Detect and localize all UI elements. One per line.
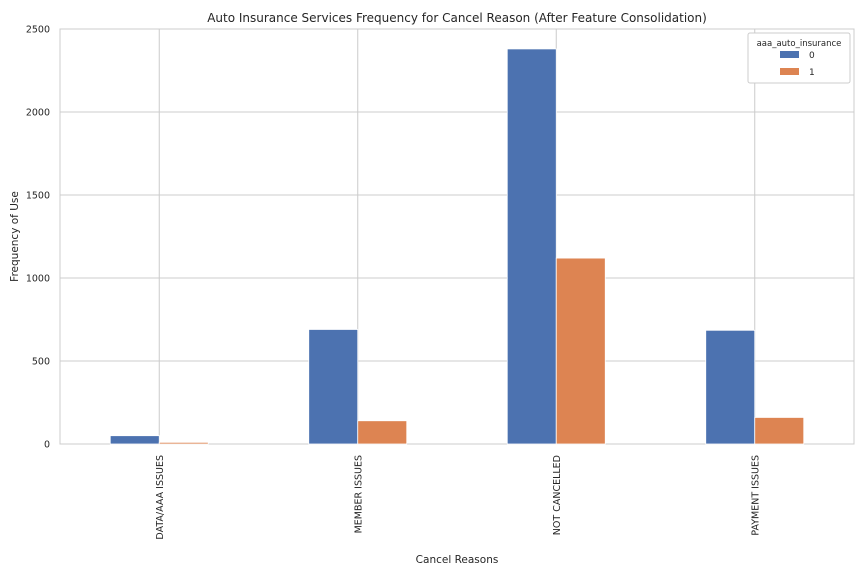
y-tick-label: 0 — [44, 440, 50, 451]
bars — [109, 48, 805, 445]
legend-swatch-0 — [780, 51, 799, 58]
x-tick-label: NOT CANCELLED — [552, 455, 563, 535]
legend-title: aaa_auto_insurance — [757, 39, 842, 49]
legend-swatch-1 — [780, 68, 799, 75]
bar-series-0-2 — [506, 48, 557, 445]
x-axis-ticks: DATA/AAA ISSUES MEMBER ISSUES NOT CANCELLE… — [155, 455, 762, 540]
bar-series-1-2 — [555, 257, 606, 445]
legend-items: 01 — [780, 51, 815, 78]
y-tick-label: 500 — [32, 357, 50, 368]
bar-series-0-3 — [705, 329, 756, 445]
bar-series-0-0 — [109, 435, 160, 445]
y-axis-ticks: 0 500 1000 1500 2000 2500 — [26, 25, 50, 451]
bar-series-1-0 — [158, 441, 209, 445]
y-tick-label: 2000 — [26, 108, 50, 119]
y-tick-label: 2500 — [26, 25, 50, 36]
plot-area — [59, 28, 855, 445]
x-axis-label: Cancel Reasons — [416, 554, 499, 566]
y-tick-label: 1500 — [26, 191, 50, 202]
legend-label-1: 1 — [809, 68, 815, 78]
legend-label-0: 0 — [809, 51, 815, 61]
y-axis-label: Frequency of Use — [9, 191, 21, 282]
y-tick-label: 1000 — [26, 274, 50, 285]
x-tick-label: DATA/AAA ISSUES — [155, 455, 166, 540]
bar-series-0-1 — [308, 329, 359, 445]
x-tick-label: MEMBER ISSUES — [353, 455, 364, 533]
bar-series-1-3 — [754, 417, 805, 445]
legend: aaa_auto_insurance 01 — [747, 32, 851, 84]
x-tick-label: PAYMENT ISSUES — [750, 455, 761, 536]
chart-title: Auto Insurance Services Frequency for Ca… — [207, 11, 707, 25]
bar-series-1-1 — [357, 420, 408, 445]
